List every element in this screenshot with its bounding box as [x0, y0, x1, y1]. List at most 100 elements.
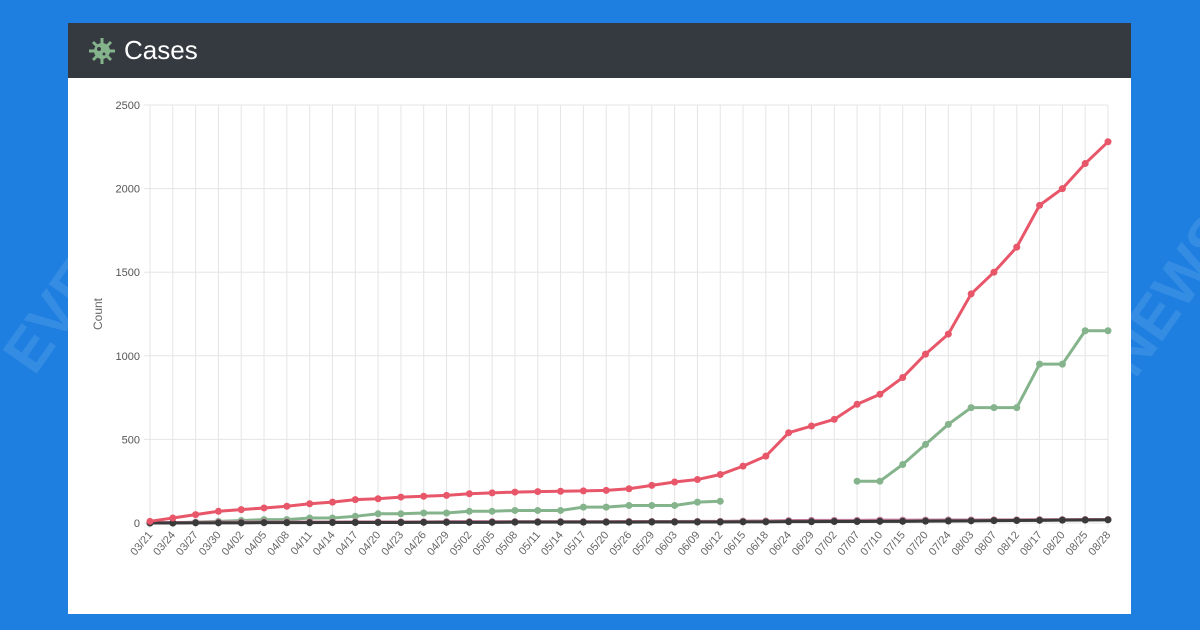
data-point-positive[interactable] [716, 471, 724, 479]
data-point-positive[interactable] [990, 268, 998, 276]
data-point-positive[interactable] [944, 330, 952, 338]
data-point-positive[interactable] [534, 488, 542, 496]
data-point-deaths[interactable] [192, 519, 200, 527]
data-point-recovered[interactable] [397, 510, 405, 518]
data-point-deaths[interactable] [944, 517, 952, 525]
data-point-positive[interactable] [374, 495, 382, 503]
data-point-deaths[interactable] [534, 518, 542, 526]
data-point-recovered[interactable] [374, 510, 382, 518]
data-point-deaths[interactable] [1081, 516, 1089, 524]
data-point-deaths[interactable] [967, 517, 975, 525]
data-point-positive[interactable] [853, 400, 861, 408]
data-point-positive[interactable] [876, 390, 884, 398]
data-point-deaths[interactable] [762, 518, 770, 526]
data-point-positive[interactable] [899, 374, 907, 382]
data-point-recovered[interactable] [602, 503, 610, 511]
data-point-deaths[interactable] [1058, 516, 1066, 524]
data-point-recovered[interactable] [1058, 360, 1066, 368]
data-point-positive[interactable] [807, 422, 815, 430]
data-point-recovered[interactable] [967, 404, 975, 412]
data-point-recovered[interactable] [465, 507, 473, 515]
data-point-positive[interactable] [192, 511, 200, 519]
data-point-deaths[interactable] [899, 517, 907, 525]
data-point-positive[interactable] [557, 487, 565, 495]
data-point-recovered[interactable] [557, 506, 565, 514]
data-point-positive[interactable] [967, 290, 975, 298]
data-point-positive[interactable] [260, 504, 268, 512]
data-point-recovered[interactable] [351, 512, 359, 520]
data-point-positive[interactable] [1058, 185, 1066, 193]
data-point-deaths[interactable] [328, 518, 336, 526]
data-point-recovered[interactable] [922, 440, 930, 448]
data-point-deaths[interactable] [465, 518, 473, 526]
data-point-deaths[interactable] [169, 519, 177, 527]
data-point-recovered[interactable] [511, 506, 519, 514]
data-point-deaths[interactable] [876, 517, 884, 525]
data-point-deaths[interactable] [214, 519, 222, 527]
data-point-recovered[interactable] [1036, 360, 1044, 368]
data-point-positive[interactable] [739, 462, 747, 470]
data-point-positive[interactable] [237, 506, 245, 514]
data-point-recovered[interactable] [420, 509, 428, 517]
data-point-recovered[interactable] [944, 420, 952, 428]
data-point-recovered[interactable] [625, 501, 633, 509]
data-point-deaths[interactable] [351, 518, 359, 526]
data-point-deaths[interactable] [716, 518, 724, 526]
data-point-positive[interactable] [602, 486, 610, 494]
data-point-positive[interactable] [1104, 138, 1112, 146]
data-point-recovered[interactable] [488, 507, 496, 515]
data-point-recovered[interactable] [579, 503, 587, 511]
data-point-deaths[interactable] [625, 518, 633, 526]
data-point-deaths[interactable] [785, 518, 793, 526]
data-point-recovered[interactable] [534, 506, 542, 514]
data-point-deaths[interactable] [283, 519, 291, 527]
data-point-recovered[interactable] [693, 498, 701, 506]
data-point-deaths[interactable] [511, 518, 519, 526]
data-point-recovered[interactable] [1104, 327, 1112, 335]
data-point-deaths[interactable] [1013, 516, 1021, 524]
data-point-positive[interactable] [762, 452, 770, 460]
data-point-deaths[interactable] [374, 518, 382, 526]
data-point-positive[interactable] [306, 500, 314, 508]
data-point-recovered[interactable] [990, 404, 998, 412]
data-point-recovered[interactable] [1013, 404, 1021, 412]
data-point-positive[interactable] [785, 429, 793, 437]
data-point-deaths[interactable] [306, 519, 314, 527]
data-point-deaths[interactable] [1104, 516, 1112, 524]
data-point-deaths[interactable] [602, 518, 610, 526]
data-point-deaths[interactable] [671, 518, 679, 526]
data-point-positive[interactable] [488, 489, 496, 497]
data-point-positive[interactable] [511, 488, 519, 496]
data-point-positive[interactable] [1036, 201, 1044, 209]
data-point-deaths[interactable] [1036, 516, 1044, 524]
data-point-positive[interactable] [169, 514, 177, 522]
data-point-positive[interactable] [1081, 160, 1089, 168]
data-point-positive[interactable] [693, 476, 701, 484]
data-point-positive[interactable] [922, 350, 930, 358]
data-point-deaths[interactable] [922, 517, 930, 525]
data-point-deaths[interactable] [260, 519, 268, 527]
data-point-positive[interactable] [830, 415, 838, 423]
data-point-deaths[interactable] [830, 517, 838, 525]
data-point-deaths[interactable] [397, 518, 405, 526]
data-point-recovered[interactable] [876, 477, 884, 485]
data-point-deaths[interactable] [990, 517, 998, 525]
data-point-recovered[interactable] [443, 509, 451, 517]
data-point-positive[interactable] [671, 478, 679, 486]
data-point-deaths[interactable] [853, 517, 861, 525]
data-point-deaths[interactable] [807, 518, 815, 526]
data-point-positive[interactable] [465, 490, 473, 498]
data-point-recovered[interactable] [716, 497, 724, 505]
data-point-recovered[interactable] [1081, 327, 1089, 335]
data-point-positive[interactable] [351, 496, 359, 504]
data-point-deaths[interactable] [693, 518, 701, 526]
data-point-deaths[interactable] [443, 518, 451, 526]
data-point-positive[interactable] [214, 507, 222, 515]
data-point-recovered[interactable] [853, 477, 861, 485]
data-point-positive[interactable] [146, 517, 154, 525]
data-point-deaths[interactable] [237, 519, 245, 527]
data-point-deaths[interactable] [557, 518, 565, 526]
data-point-positive[interactable] [1013, 243, 1021, 251]
data-point-recovered[interactable] [648, 501, 656, 509]
data-point-positive[interactable] [648, 481, 656, 489]
